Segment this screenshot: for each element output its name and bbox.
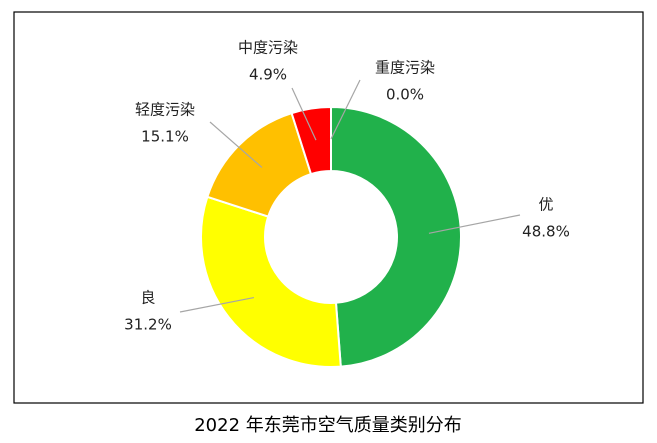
leader-line: [291, 87, 317, 141]
value-label: 31.2%: [124, 316, 172, 334]
category-label: 重度污染: [375, 59, 435, 77]
value-label: 0.0%: [386, 86, 424, 104]
category-label: 中度污染: [238, 39, 298, 57]
value-label: 48.8%: [522, 223, 570, 241]
category-label: 轻度污染: [135, 101, 195, 119]
category-label: 优: [538, 196, 553, 214]
chart-title: 2022 年东莞市空气质量类别分布: [194, 415, 462, 436]
category-label: 良: [140, 289, 155, 307]
donut-slice: [330, 105, 462, 368]
value-label: 15.1%: [141, 128, 189, 146]
leader-line: [428, 214, 521, 234]
leader-line: [179, 296, 255, 313]
leader-line: [330, 79, 361, 140]
chart-frame: [13, 11, 644, 404]
leader-line: [209, 121, 263, 168]
value-label: 4.9%: [249, 66, 287, 84]
donut-slice: [200, 195, 342, 368]
